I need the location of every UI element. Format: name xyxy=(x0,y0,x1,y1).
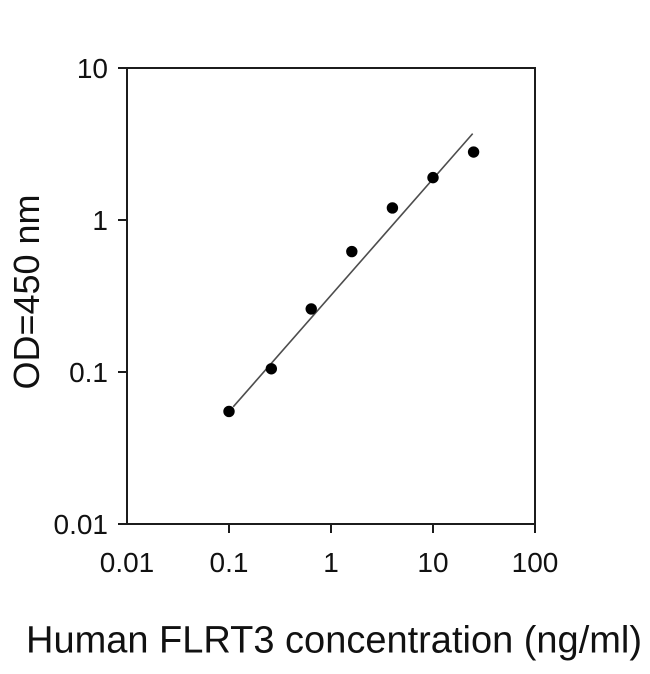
y-axis-title: OD=450 nm xyxy=(6,194,47,390)
data-point xyxy=(223,405,235,418)
data-point xyxy=(386,202,399,214)
data-point xyxy=(467,146,480,158)
y-tick-label: 0.01 xyxy=(54,509,109,540)
x-tick-label: 0.1 xyxy=(210,547,249,578)
x-axis-title: Human FLRT3 concentration (ng/ml) xyxy=(26,619,642,662)
data-point xyxy=(305,303,317,315)
y-tick-label: 1 xyxy=(92,205,108,236)
y-tick-label: 10 xyxy=(77,53,108,84)
data-point xyxy=(427,171,439,184)
x-tick-label: 1 xyxy=(323,547,339,578)
data-point xyxy=(346,245,358,258)
x-tick-label: 10 xyxy=(417,547,448,578)
y-tick-label: 0.1 xyxy=(69,357,108,388)
x-tick-label: 100 xyxy=(512,547,559,578)
data-point xyxy=(265,363,278,375)
x-tick-label: 0.01 xyxy=(100,547,155,578)
